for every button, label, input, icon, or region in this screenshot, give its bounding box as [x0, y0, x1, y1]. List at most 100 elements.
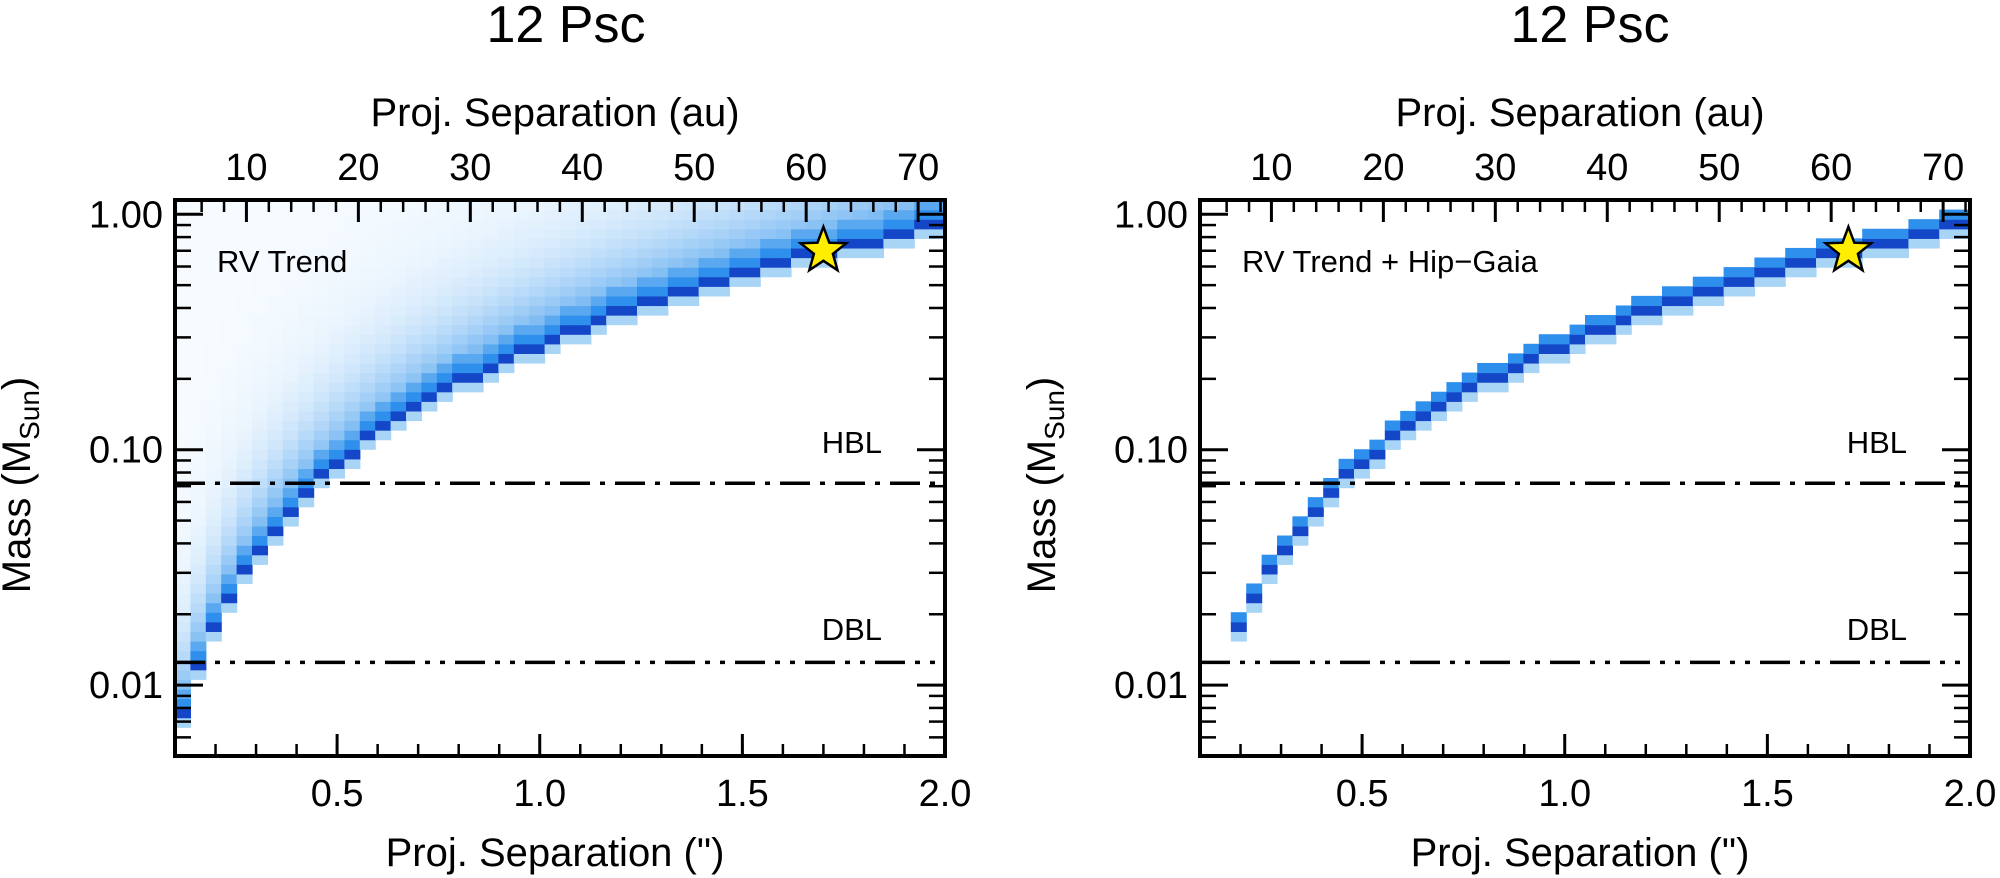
heatmap-cell: [560, 228, 576, 239]
heatmap-cell: [175, 583, 191, 594]
heatmap-cell: [236, 315, 253, 326]
heatmap-cell: [205, 449, 222, 460]
heatmap-cell: [344, 247, 361, 259]
heatmap-cell: [467, 343, 484, 354]
heatmap-cell: [1893, 228, 1909, 239]
heatmap-cell: [560, 209, 576, 220]
heatmap-cell: [1785, 247, 1802, 259]
heatmap-cell: [760, 247, 777, 259]
top-tick-label: 10: [225, 147, 267, 189]
hbl-label: HBL: [822, 425, 882, 460]
heatmap-cell: [868, 247, 884, 259]
heatmap-cell: [313, 315, 330, 326]
heatmap-cell: [1461, 372, 1478, 383]
heatmap-cell: [252, 382, 268, 393]
heatmap-cell: [714, 219, 730, 230]
heatmap-cell: [667, 200, 684, 211]
heatmap-cell: [421, 295, 438, 307]
heatmap-cell: [544, 209, 561, 220]
heatmap-cell: [190, 640, 207, 652]
heatmap-cell: [529, 267, 546, 278]
heatmap-cell: [190, 612, 207, 623]
heatmap-cell: [190, 391, 207, 402]
heatmap-cell: [221, 430, 238, 441]
heatmap-cell: [313, 430, 330, 441]
heatmap-cell: [529, 353, 546, 364]
heatmap-cell: [267, 525, 284, 537]
heatmap-cell: [282, 228, 299, 239]
heatmap-cell: [359, 305, 376, 316]
heatmap-cell: [344, 372, 361, 383]
x-tick-label: 1.0: [1538, 773, 1591, 815]
heatmap-cell: [529, 305, 546, 316]
heatmap-cell: [1615, 315, 1632, 326]
heatmap-cell: [837, 247, 854, 259]
heatmap-cell: [282, 420, 299, 431]
heatmap-cell: [652, 247, 669, 259]
heatmap-cell: [175, 458, 191, 470]
heatmap-cell: [190, 334, 207, 345]
heatmap-cell: [406, 238, 422, 249]
heatmap-cell: [452, 372, 469, 383]
heatmap-cell: [252, 257, 268, 268]
heatmap-cell: [205, 353, 222, 364]
heatmap-cell: [452, 276, 469, 287]
tick-labels: 0.5 1.0 1.5 2.0 10 20 30 40 50 60 70 0.01 0.10 1.00: [89, 147, 971, 815]
heatmap-cell: [282, 276, 299, 287]
heatmap-cell: [560, 334, 576, 345]
heatmap-cell: [221, 458, 238, 470]
heatmap-cell: [421, 401, 438, 412]
heatmap-cell: [1908, 238, 1925, 249]
heatmap-cell: [190, 267, 207, 278]
heatmap-cell: [1523, 362, 1540, 374]
heatmap-cell: [390, 219, 407, 230]
heatmap-cell: [421, 382, 438, 393]
heatmap-cell: [898, 238, 915, 249]
heatmap-cell: [760, 219, 777, 230]
heatmap-cell: [190, 631, 207, 642]
heatmap-cell: [282, 382, 299, 393]
heatmap-cell: [282, 468, 299, 479]
heatmap-cell: [637, 295, 653, 307]
heatmap-cell: [1554, 334, 1571, 345]
heatmap-cell: [359, 391, 376, 402]
heatmap-cell: [513, 334, 530, 345]
heatmap-cell: [390, 391, 407, 402]
heatmap-cell: [298, 200, 315, 211]
heatmap-cell: [236, 305, 253, 316]
heatmap-cell: [329, 209, 345, 220]
heatmap-cell: [267, 420, 284, 431]
heatmap-cell: [175, 305, 191, 316]
heatmap-cell: [498, 286, 515, 297]
x-tick-label: 0.5: [1336, 773, 1389, 815]
heatmap-cell: [221, 545, 238, 556]
heatmap-cell: [267, 362, 284, 374]
heatmap-cell: [560, 200, 576, 211]
heatmap-cell: [744, 238, 761, 249]
heatmap-cell: [1554, 343, 1571, 354]
heatmap-cell: [483, 238, 499, 249]
heatmap-cell: [868, 209, 884, 220]
heatmap-cell: [1692, 295, 1709, 307]
heatmap-cell: [621, 305, 638, 316]
heatmap-cell: [883, 228, 900, 239]
heatmap-cell: [513, 305, 530, 316]
heatmap-cell: [236, 487, 253, 498]
heatmap-cell: [698, 200, 715, 211]
heatmap-cell: [236, 200, 253, 211]
heatmap-cell: [421, 228, 438, 239]
heatmap-cell: [252, 449, 268, 460]
heatmap-cell: [236, 573, 253, 585]
x-tick-label: 2.0: [919, 773, 972, 815]
heatmap-cell: [421, 334, 438, 345]
heatmap-cell: [883, 209, 900, 220]
heatmap-cell: [252, 247, 268, 259]
heatmap-cell: [221, 506, 238, 517]
heatmap-cell: [236, 238, 253, 249]
heatmap-cell: [175, 612, 191, 623]
heatmap-cell: [421, 209, 438, 220]
heatmap-cell: [1677, 305, 1694, 316]
heatmap-cell: [190, 353, 207, 364]
heatmap-cell: [252, 391, 268, 402]
heatmap-cell: [406, 362, 422, 374]
